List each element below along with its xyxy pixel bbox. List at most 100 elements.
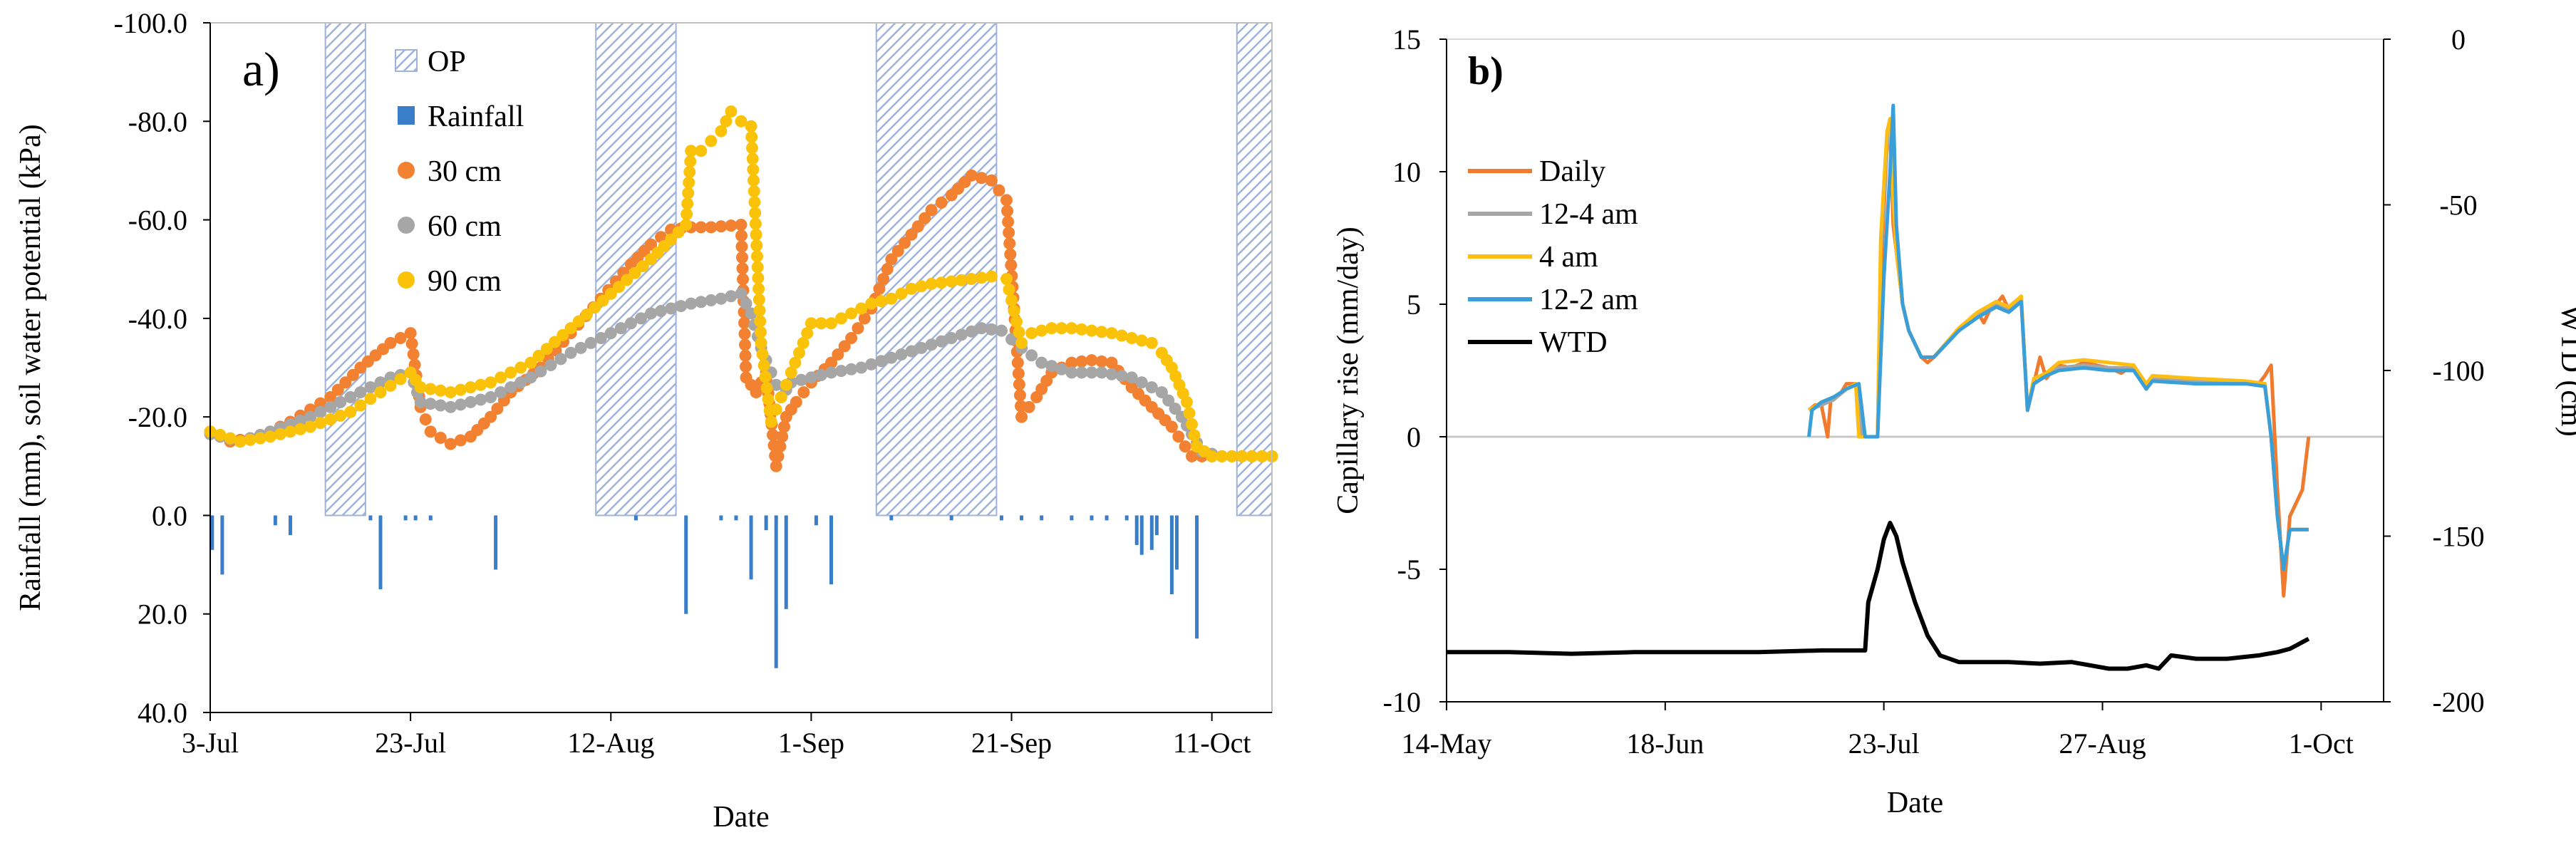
cm90-point xyxy=(254,432,267,445)
cm30-point xyxy=(434,432,447,445)
rainfall-bar-13 xyxy=(734,515,738,521)
cm90-point xyxy=(855,302,868,315)
panel-b-y2-axis-title: WTD (cm) xyxy=(2555,304,2576,436)
cm60-point xyxy=(574,341,587,354)
panel-a-x-tick-label: 23-Jul xyxy=(375,727,446,759)
panel-a-x-tick-label: 12-Aug xyxy=(567,727,654,759)
panel-a-y-axis-title: Rainfall (mm), soil water potential (kPa… xyxy=(14,124,47,611)
panel-a-y-tick-label: 0.0 xyxy=(152,499,187,532)
cm90-point xyxy=(1236,450,1248,462)
cm60-point xyxy=(915,341,928,354)
legend-op-swatch xyxy=(395,49,418,72)
cm60-point xyxy=(584,336,597,349)
cm90-point xyxy=(374,386,387,399)
cm60-point xyxy=(825,366,838,379)
cm60-point xyxy=(534,365,547,378)
legend-h12_4-label: 12-4 am xyxy=(1539,198,1638,231)
panel-b-y2-tick-label: -150 xyxy=(2432,521,2484,553)
cm90-point xyxy=(735,115,748,128)
cm60-point xyxy=(475,393,487,406)
cm90-point xyxy=(1035,324,1048,337)
cm60-point xyxy=(1045,360,1058,373)
cm60-point xyxy=(995,324,1008,337)
cm30-point xyxy=(1000,194,1013,207)
cm90-point xyxy=(750,239,763,252)
cm90-point xyxy=(905,282,918,295)
cm30-point xyxy=(1013,378,1025,391)
cm60-point xyxy=(965,325,978,338)
cm60-point xyxy=(485,390,497,403)
cm30-point xyxy=(1165,420,1178,433)
cm30-point xyxy=(314,397,327,410)
cm90-point xyxy=(1206,450,1219,462)
cm30-point xyxy=(1004,248,1017,261)
am4-line xyxy=(1808,117,2309,571)
cm90-point xyxy=(596,294,609,307)
cm90-point xyxy=(572,315,585,328)
cm90-point xyxy=(755,336,767,349)
cm90-point xyxy=(745,130,758,143)
cm90-point xyxy=(975,271,988,284)
cm30-point xyxy=(790,395,802,408)
cm60-point xyxy=(1025,349,1038,362)
cm30-point xyxy=(738,328,751,341)
cm30-point xyxy=(644,238,657,251)
rainfall-bar-26 xyxy=(1090,515,1094,521)
cm30-point xyxy=(738,316,751,329)
cm90-point xyxy=(454,383,467,396)
cm90-point xyxy=(945,275,958,288)
legend-cm30-marker xyxy=(398,162,415,179)
cm90-point xyxy=(549,336,562,348)
cm30-point xyxy=(877,273,890,286)
cm90-point xyxy=(750,250,763,263)
cm90-point xyxy=(314,417,327,430)
cm90-point xyxy=(759,370,772,383)
panel-b-x-tick-label: 23-Jul xyxy=(1848,727,1920,760)
cm90-point xyxy=(985,270,998,283)
rainfall-bar-9 xyxy=(494,515,498,570)
cm30-point xyxy=(905,228,918,241)
cm90-point xyxy=(514,361,527,374)
cm30-point xyxy=(1105,356,1118,369)
cm90-point xyxy=(680,218,693,231)
cm90-point xyxy=(749,217,762,230)
rainfall-bar-30 xyxy=(1139,515,1144,555)
legend-cm90-marker xyxy=(398,271,415,289)
cm30-point xyxy=(740,361,752,373)
cm90-point xyxy=(636,260,649,273)
cm90-point xyxy=(1008,304,1020,317)
cm30-point xyxy=(491,403,504,415)
legend-rainfall-swatch xyxy=(398,106,415,125)
cm90-point xyxy=(274,427,286,440)
rainfall-bar-24 xyxy=(1040,515,1044,521)
cm60-point xyxy=(935,335,948,348)
cm60-point xyxy=(1035,356,1048,369)
cm30-point xyxy=(975,172,988,185)
cm30-point xyxy=(1013,389,1026,402)
cm30-point xyxy=(852,322,864,335)
cm60-point xyxy=(1155,386,1168,399)
cm60-point xyxy=(905,345,918,358)
cm90-point xyxy=(683,165,696,178)
rainfall-bar-7 xyxy=(413,515,418,521)
rainfall-bar-20 xyxy=(889,515,894,521)
cm90-point xyxy=(750,228,762,241)
cm60-point xyxy=(364,381,377,394)
cm90-point xyxy=(895,287,908,300)
rainfall-bar-19 xyxy=(829,515,834,585)
cm90-point xyxy=(935,276,948,289)
panel-a-y-tick-label: -100.0 xyxy=(114,7,187,39)
cm90-point xyxy=(754,326,767,338)
cm90-point xyxy=(324,413,337,426)
rainfall-bar-28 xyxy=(1124,515,1129,521)
rainfall-bar-10 xyxy=(633,515,638,521)
cm30-point xyxy=(750,386,762,399)
cm90-point xyxy=(775,390,787,403)
cm60-point xyxy=(314,405,327,418)
cm90-point xyxy=(965,273,978,286)
panel-b-y2-tick-label: -200 xyxy=(2432,686,2484,718)
cm30-point xyxy=(858,312,871,325)
cm90-point xyxy=(681,208,693,221)
cm90-point xyxy=(805,317,817,330)
cm60-point xyxy=(544,359,557,372)
